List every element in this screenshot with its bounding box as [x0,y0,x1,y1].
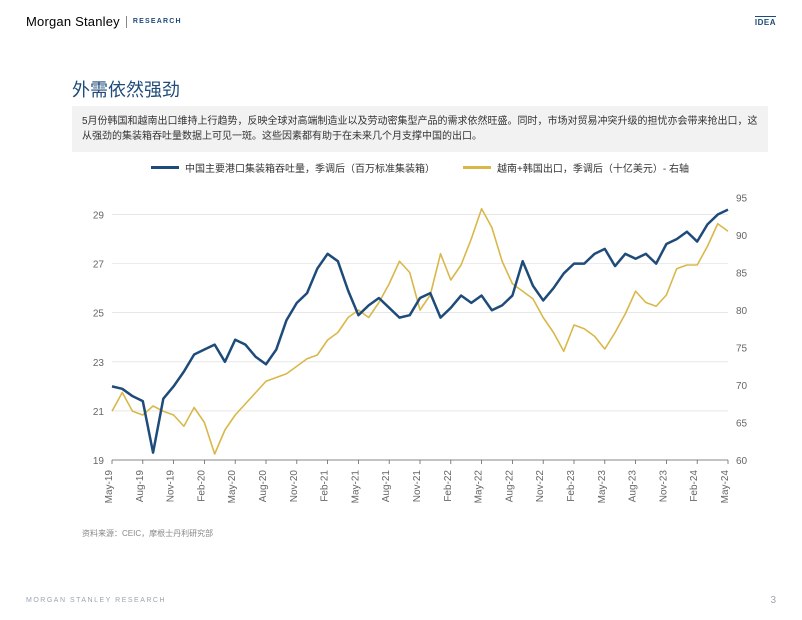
svg-text:80: 80 [736,306,748,317]
svg-text:27: 27 [93,260,105,271]
svg-text:Nov-20: Nov-20 [289,470,300,503]
svg-text:25: 25 [93,309,105,320]
svg-text:70: 70 [736,381,748,392]
chart: 19 21 23 25 27 29 60 65 70 75 80 85 90 95 May-19 Aug-19… [72,180,768,520]
footer: MORGAN STANLEY RESEARCH 3 [26,595,776,606]
idea-badge: IDEA [755,16,776,27]
svg-text:Nov-21: Nov-21 [412,470,423,503]
svg-text:Aug-22: Aug-22 [504,470,515,503]
svg-text:75: 75 [736,344,748,355]
chart-svg: 19 21 23 25 27 29 60 65 70 75 80 85 90 95 May-19 Aug-19… [72,180,768,520]
svg-text:Nov-23: Nov-23 [658,470,669,503]
svg-text:Feb-24: Feb-24 [689,470,700,502]
subtitle-box: 5月份韩国和越南出口维持上行趋势，反映全球对高端制造业以及劳动密集型产品的需求依… [72,106,768,152]
svg-text:Feb-22: Feb-22 [443,470,454,502]
svg-text:60: 60 [736,456,748,467]
svg-text:Feb-21: Feb-21 [320,470,331,502]
svg-text:May-24: May-24 [720,470,731,504]
legend-swatch-series2 [463,166,491,169]
legend-swatch-series1 [151,166,179,169]
legend-label-series2: 越南+韩国出口，季调后（十亿美元）- 右轴 [497,160,689,175]
svg-text:May-22: May-22 [474,470,485,504]
svg-text:May-19: May-19 [104,470,115,504]
svg-text:Aug-21: Aug-21 [381,470,392,503]
svg-text:65: 65 [736,419,748,430]
brand-sub: RESEARCH [133,18,182,25]
brand: Morgan Stanley RESEARCH [26,14,182,29]
brand-divider [126,16,127,28]
chart-legend: 中国主要港口集装箱吞吐量，季调后（百万标准集装箱） 越南+韩国出口，季调后（十亿… [72,160,768,175]
legend-item-series1: 中国主要港口集装箱吞吐量，季调后（百万标准集装箱） [151,160,435,175]
svg-text:May-20: May-20 [227,470,238,504]
svg-text:May-21: May-21 [350,470,361,504]
svg-text:19: 19 [93,456,105,467]
svg-text:Nov-22: Nov-22 [535,470,546,503]
svg-text:Feb-23: Feb-23 [566,470,577,502]
legend-item-series2: 越南+韩国出口，季调后（十亿美元）- 右轴 [463,160,689,175]
svg-text:23: 23 [93,358,105,369]
svg-text:21: 21 [93,407,105,418]
legend-label-series1: 中国主要港口集装箱吞吐量，季调后（百万标准集装箱） [185,160,435,175]
header: Morgan Stanley RESEARCH IDEA [26,14,776,29]
svg-text:Aug-20: Aug-20 [258,470,269,503]
svg-text:85: 85 [736,269,748,280]
svg-text:Nov-19: Nov-19 [166,470,177,503]
svg-text:Aug-23: Aug-23 [628,470,639,503]
footer-brand: MORGAN STANLEY RESEARCH [26,597,166,604]
svg-text:Aug-19: Aug-19 [135,470,146,503]
svg-text:95: 95 [736,194,748,205]
svg-text:90: 90 [736,231,748,242]
svg-text:May-23: May-23 [597,470,608,504]
source-text: 资料来源：CEIC，摩根士丹利研究部 [82,528,213,539]
svg-text:29: 29 [93,211,105,222]
page-number: 3 [770,595,776,606]
page-title: 外需依然强劲 [72,76,180,102]
subtitle-text: 5月份韩国和越南出口维持上行趋势，反映全球对高端制造业以及劳动密集型产品的需求依… [82,114,758,144]
svg-text:Feb-20: Feb-20 [196,470,207,502]
brand-main: Morgan Stanley [26,14,120,29]
